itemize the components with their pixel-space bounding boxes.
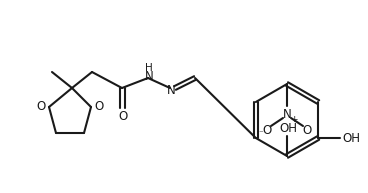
Text: O: O <box>118 109 128 123</box>
Text: N: N <box>145 69 153 82</box>
Text: +: + <box>290 114 298 124</box>
Text: O: O <box>262 124 272 136</box>
Text: ⁻: ⁻ <box>259 130 263 139</box>
Text: H: H <box>145 63 153 73</box>
Text: OH: OH <box>279 122 297 135</box>
Text: O: O <box>94 100 104 113</box>
Text: N: N <box>167 84 176 96</box>
Text: O: O <box>302 124 312 136</box>
Text: O: O <box>36 100 46 113</box>
Text: N: N <box>283 108 291 120</box>
Text: OH: OH <box>342 133 360 146</box>
